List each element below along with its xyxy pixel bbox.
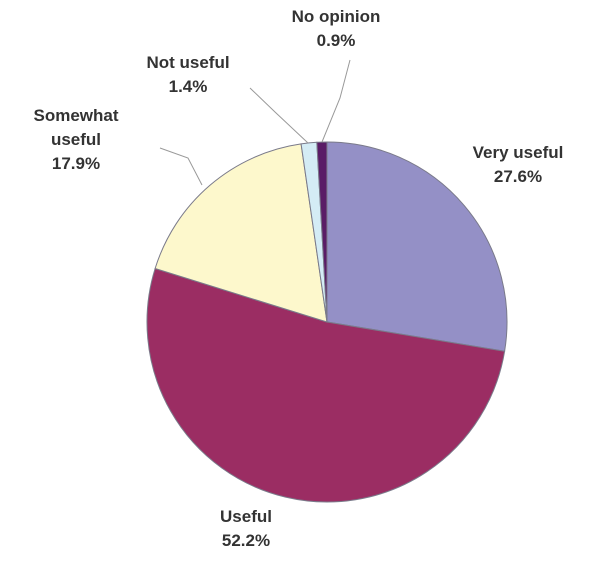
slice-labels: Very useful 27.6% Useful 52.2% Somewhat usefu… <box>33 7 563 550</box>
slice-category-label: useful <box>51 130 101 149</box>
slice-label-very-useful: Very useful 27.6% <box>473 143 564 186</box>
leader-line-somewhat-useful <box>159 147 203 186</box>
slice-value-label: 17.9% <box>52 154 100 173</box>
slice-label-somewhat-useful: Somewhat useful 17.9% <box>33 106 118 173</box>
slice-value-label: 1.4% <box>169 77 208 96</box>
leader-line-no-opinion <box>321 59 351 143</box>
slice-category-label: Very useful <box>473 143 564 162</box>
slice-useful <box>146 267 506 503</box>
slice-value-label: 27.6% <box>494 167 542 186</box>
slice-category-label: No opinion <box>292 7 381 26</box>
slice-value-label: 0.9% <box>317 31 356 50</box>
slice-label-no-opinion: No opinion 0.9% <box>292 7 381 50</box>
slice-no-opinion <box>316 141 328 323</box>
slice-value-label: 52.2% <box>222 531 270 550</box>
slice-category-label: Somewhat <box>33 106 118 125</box>
leader-line-not-useful <box>249 87 309 144</box>
slice-label-not-useful: Not useful 1.4% <box>146 53 229 96</box>
slice-very-useful <box>326 141 508 352</box>
pie-slices <box>146 141 508 503</box>
slice-label-useful: Useful 52.2% <box>220 507 272 550</box>
leader-lines <box>159 59 351 186</box>
slice-category-label: Not useful <box>146 53 229 72</box>
slice-category-label: Useful <box>220 507 272 526</box>
slice-somewhat-useful <box>154 143 328 323</box>
